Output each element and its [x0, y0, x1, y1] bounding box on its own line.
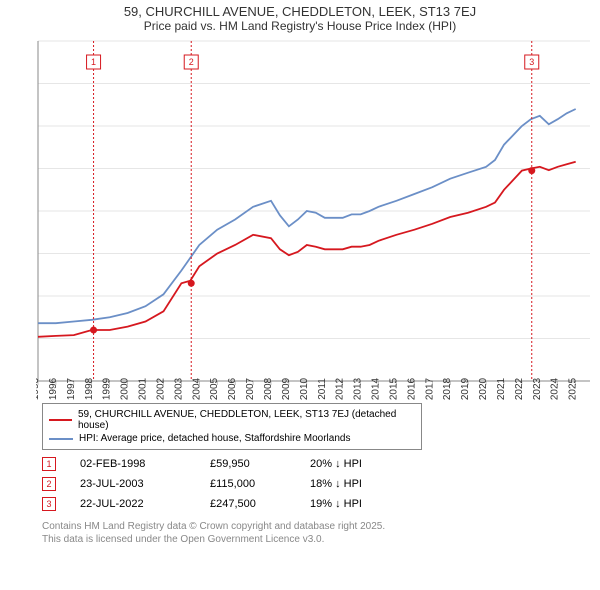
x-tick-label: 2016: [406, 377, 417, 400]
x-tick-label: 2012: [335, 377, 346, 400]
transaction-row: 3 22-JUL-2022£247,50019% ↓ HPI: [42, 494, 590, 514]
legend-swatch: [49, 438, 73, 440]
x-tick-label: 2015: [388, 377, 399, 400]
x-tick-label: 2004: [191, 377, 202, 400]
plot-area: £0£50K£100K£150K£200K£250K£300K£350K£400…: [36, 37, 596, 397]
x-tick-label: 2005: [209, 377, 220, 400]
x-tick-label: 2019: [460, 377, 471, 400]
x-tick-label: 2009: [281, 377, 292, 400]
x-tick-label: 1996: [48, 377, 59, 400]
transaction-row: 2 23-JUL-2003£115,00018% ↓ HPI: [42, 474, 590, 494]
transaction-diff: 19% ↓ HPI: [310, 498, 410, 510]
x-tick-label: 2022: [514, 377, 525, 400]
series-hpi: [38, 109, 576, 323]
x-tick-label: 2020: [478, 377, 489, 400]
marker-num-3: 3: [529, 57, 534, 67]
x-tick-label: 2006: [227, 377, 238, 400]
transaction-price: £115,000: [210, 478, 310, 490]
x-tick-label: 2013: [353, 377, 364, 400]
x-tick-label: 1998: [84, 377, 95, 400]
x-tick-label: 2011: [317, 378, 328, 400]
marker-dot-3: [528, 167, 535, 174]
transaction-price: £59,950: [210, 458, 310, 470]
footer-line1: Contains HM Land Registry data © Crown c…: [42, 520, 590, 533]
x-tick-label: 2010: [299, 377, 310, 400]
x-tick-label: 2000: [120, 377, 131, 400]
transaction-row: 1 02-FEB-1998£59,95020% ↓ HPI: [42, 454, 590, 474]
transaction-diff: 18% ↓ HPI: [310, 478, 410, 490]
x-tick-label: 2018: [442, 377, 453, 400]
transaction-marker: 3: [42, 497, 56, 511]
marker-dot-1: [90, 327, 97, 334]
marker-dot-2: [188, 280, 195, 287]
series-property: [38, 162, 576, 337]
x-tick-label: 2024: [550, 377, 561, 400]
transactions-table: 1 02-FEB-1998£59,95020% ↓ HPI 2 23-JUL-2003…: [42, 454, 590, 514]
transaction-date: 22-JUL-2022: [80, 498, 210, 510]
x-tick-label: 1997: [66, 377, 77, 400]
x-tick-label: 2025: [568, 377, 579, 400]
x-tick-label: 2003: [173, 377, 184, 400]
x-tick-label: 1999: [102, 377, 113, 400]
marker-num-1: 1: [91, 57, 96, 67]
chart-title-line1: 59, CHURCHILL AVENUE, CHEDDLETON, LEEK, …: [0, 0, 600, 19]
transaction-date: 23-JUL-2003: [80, 478, 210, 490]
footer-attribution: Contains HM Land Registry data © Crown c…: [42, 520, 590, 546]
transaction-price: £247,500: [210, 498, 310, 510]
footer-line2: This data is licensed under the Open Gov…: [42, 533, 590, 546]
transaction-diff: 20% ↓ HPI: [310, 458, 410, 470]
x-tick-label: 2021: [496, 377, 507, 400]
x-tick-label: 1995: [36, 377, 41, 400]
transaction-date: 02-FEB-1998: [80, 458, 210, 470]
chart-title-line2: Price paid vs. HM Land Registry's House …: [0, 19, 600, 37]
chart-container: 59, CHURCHILL AVENUE, CHEDDLETON, LEEK, …: [0, 0, 600, 590]
x-tick-label: 2014: [371, 377, 382, 400]
x-tick-label: 2008: [263, 377, 274, 400]
chart-svg: £0£50K£100K£150K£200K£250K£300K£350K£400…: [36, 37, 596, 435]
transaction-marker: 1: [42, 457, 56, 471]
x-tick-label: 2007: [245, 377, 256, 400]
x-tick-label: 2002: [155, 377, 166, 400]
x-tick-label: 2017: [424, 377, 435, 400]
x-tick-label: 2001: [138, 377, 149, 400]
marker-num-2: 2: [189, 57, 194, 67]
transaction-marker: 2: [42, 477, 56, 491]
x-tick-label: 2023: [532, 377, 543, 400]
